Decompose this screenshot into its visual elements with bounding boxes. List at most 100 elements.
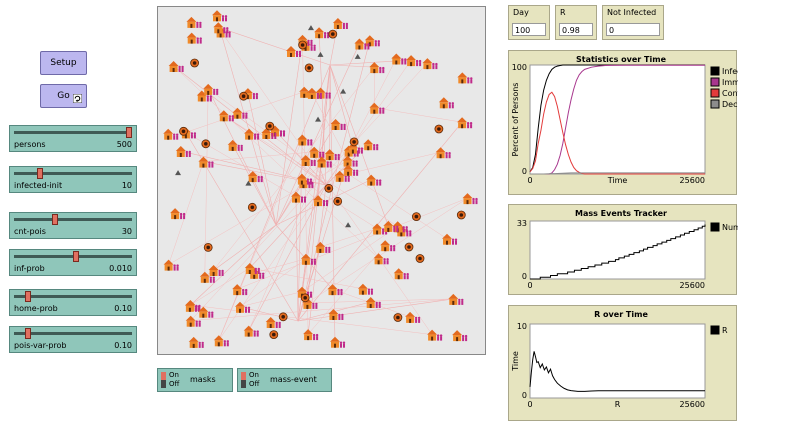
poi-target-icon [278,312,288,322]
house-icon [309,146,325,158]
person-icon [469,122,473,125]
person-icon [208,163,211,168]
person-icon [173,264,176,267]
slider-track[interactable] [14,218,132,221]
person-icon [319,92,323,96]
person-icon [390,247,393,252]
person-icon [328,94,331,99]
contact-link [314,151,448,239]
slider-label: infected-init [14,181,63,190]
slider-label: pois-var-prob [14,341,67,350]
y-min-label: 0 [522,167,527,176]
house-icon [232,107,248,119]
person-icon [381,228,385,231]
person-icon [271,135,274,139]
contact-link [374,107,463,123]
house-icon [291,191,307,203]
poi-target-icon [201,139,211,149]
slider-value: 0.10 [114,341,132,350]
person-icon [257,135,260,140]
person-icon [340,291,343,296]
person-icon [307,141,310,146]
slider-track[interactable] [14,332,132,335]
statistics-plot: Statistics over Time 100 0 0 25600 Time Percen… [508,50,738,195]
person-icon [181,68,184,72]
person-icon [295,50,299,54]
person-icon [329,163,332,168]
person-icon [257,270,260,274]
slider-infected-init[interactable]: infected-init 10 [9,166,137,193]
person-icon [257,178,260,183]
slider-thumb[interactable] [25,328,32,339]
setup-button[interactable]: Setup [40,51,87,75]
person-icon [257,175,260,179]
slider-track[interactable] [14,131,132,134]
go-button[interactable]: Go [40,84,87,108]
masks-switch[interactable]: On Off masks [157,368,233,392]
slider-track[interactable] [14,255,132,258]
contact-link [218,27,433,335]
person-icon [309,180,312,185]
slider-track[interactable] [14,172,132,175]
slider-inf-prob[interactable]: inf-prob 0.010 [9,249,137,276]
slider-track[interactable] [14,295,132,298]
person-icon [307,39,310,43]
x-max-label: 25600 [680,400,705,409]
legend-swatch [710,88,720,98]
world-view[interactable] [157,6,486,355]
house-icon [448,293,464,305]
plot-area [529,323,706,399]
house-icon [316,156,332,168]
slider-cnt-pois[interactable]: cnt-pois 30 [9,212,137,239]
house-icon [261,128,277,139]
mass-event-switch[interactable]: On Off mass-event [237,368,332,392]
person-icon [209,95,212,98]
person-icon [379,179,382,182]
deceased-marker-icon [354,53,361,59]
person-icon [196,39,199,44]
x-max-label: 25600 [680,281,705,290]
series-line-contagious [529,91,705,175]
person-icon [310,293,312,298]
person-icon [245,112,248,115]
person-icon [379,107,382,110]
house-icon [405,311,421,323]
slider-thumb[interactable] [51,214,58,225]
person-icon [222,17,224,22]
house-icon [163,128,179,140]
slider-pois-var-prob[interactable]: pois-var-prob 0.10 [9,326,137,353]
mass-event-toggle[interactable] [241,372,246,388]
house-icon [369,102,385,114]
house-icon [363,139,379,151]
slider-thumb[interactable] [25,291,32,302]
person-icon [465,337,468,342]
person-icon [319,151,322,154]
plot-area [529,220,706,280]
person-icon [352,162,355,167]
person-icon [303,196,307,199]
person-icon [325,248,328,253]
person-icon [194,305,198,308]
house-icon [244,263,260,274]
slider-persons[interactable]: persons 500 [9,125,137,152]
person-icon [383,260,386,265]
person-icon [212,276,215,279]
masks-toggle[interactable] [161,372,166,388]
person-icon [367,288,371,291]
person-icon [301,198,303,203]
contact-link [249,267,363,289]
slider-label: cnt-pois [14,227,46,236]
person-icon [352,169,356,172]
person-icon [390,245,393,248]
house-icon [314,27,330,39]
slider-home-prob[interactable]: home-prob 0.10 [9,289,137,316]
person-icon [356,152,359,157]
slider-thumb[interactable] [125,127,132,138]
person-icon [370,290,373,295]
person-icon [252,92,256,96]
person-icon [403,273,406,276]
person-icon [401,58,404,61]
slider-thumb[interactable] [73,251,80,262]
person-icon [342,341,346,344]
slider-thumb[interactable] [36,168,43,179]
